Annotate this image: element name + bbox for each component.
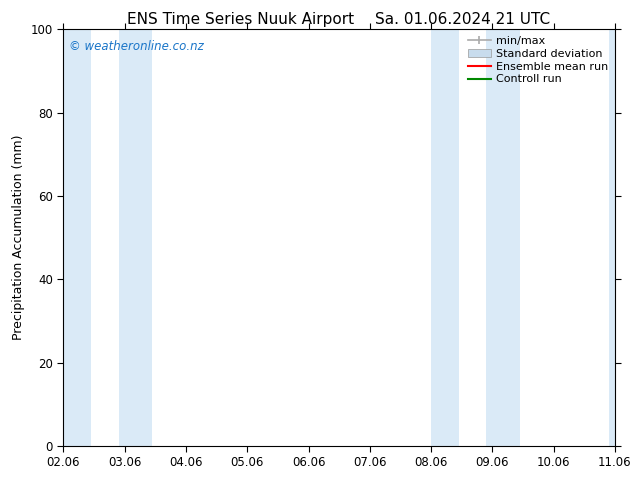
- Text: Sa. 01.06.2024 21 UTC: Sa. 01.06.2024 21 UTC: [375, 12, 550, 27]
- Y-axis label: Precipitation Accumulation (mm): Precipitation Accumulation (mm): [12, 135, 25, 341]
- Legend: min/max, Standard deviation, Ensemble mean run, Controll run: min/max, Standard deviation, Ensemble me…: [465, 33, 612, 88]
- Bar: [431, 29, 459, 446]
- Text: ENS Time Series Nuuk Airport: ENS Time Series Nuuk Airport: [127, 12, 354, 27]
- Bar: [609, 29, 634, 446]
- Bar: [63, 29, 91, 446]
- Bar: [119, 29, 152, 446]
- Bar: [486, 29, 520, 446]
- Text: © weatheronline.co.nz: © weatheronline.co.nz: [69, 40, 204, 53]
